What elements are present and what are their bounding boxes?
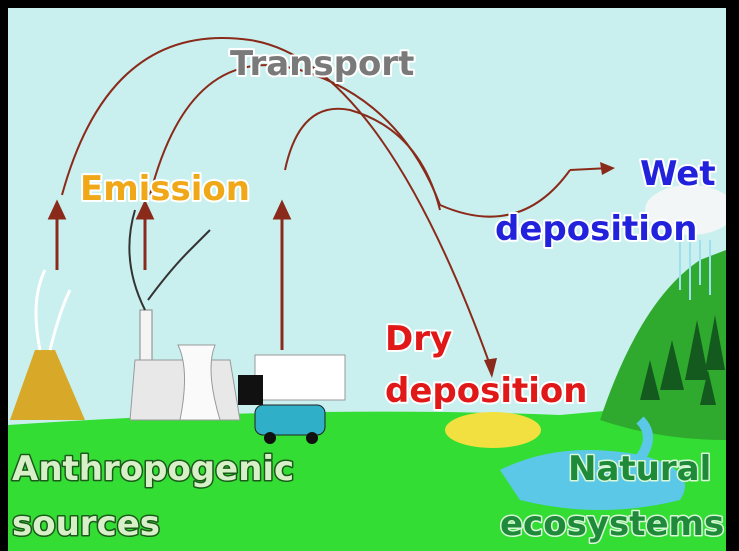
wet-label-2: deposition [495, 209, 697, 249]
truck-cab [238, 375, 263, 405]
anthropogenic-label-2: sources [12, 504, 160, 544]
dry-pool [445, 412, 541, 448]
transport-label: Transport [230, 44, 414, 84]
emission-label: Emission [80, 169, 250, 209]
diagram: Transport Emission Wet deposition Dry de… [0, 0, 739, 551]
dry-label-2: deposition [385, 371, 587, 411]
anthropogenic-label-1: Anthropogenic [12, 449, 294, 489]
truck-box [255, 355, 345, 400]
car [255, 405, 325, 435]
dry-label-1: Dry [385, 319, 452, 359]
wet-label-1: Wet [640, 154, 716, 194]
natural-label-2: ecosystems [500, 504, 724, 544]
natural-label-1: Natural [568, 449, 711, 489]
frame-right [726, 0, 739, 551]
